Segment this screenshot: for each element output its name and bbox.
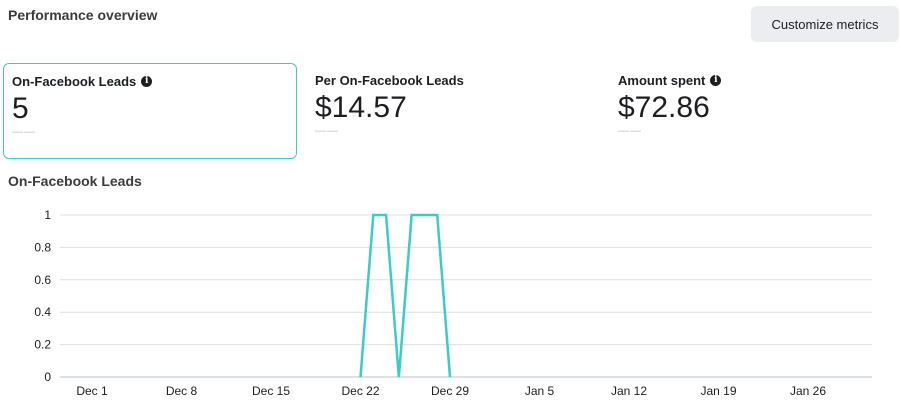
metric-card-on-facebook-leads[interactable]: On-Facebook Leads i 5 ——: [3, 63, 297, 159]
y-tick-label: 0.8: [34, 240, 51, 254]
x-tick-label: Dec 1: [76, 384, 108, 398]
metric-card-amount-spent[interactable]: Amount spent i $72.86 ——: [610, 63, 901, 159]
y-tick-label: 0: [44, 370, 51, 384]
info-icon[interactable]: i: [710, 74, 722, 86]
x-tick-label: Dec 15: [252, 384, 290, 398]
customize-metrics-button[interactable]: Customize metrics: [751, 6, 899, 42]
series-line: [359, 213, 452, 378]
metric-compare: ——: [12, 126, 36, 138]
metric-value: $72.86: [618, 91, 710, 124]
metric-label: On-Facebook Leads: [12, 73, 137, 89]
x-tick-label: Dec 22: [341, 384, 379, 398]
x-tick-label: Jan 12: [611, 384, 647, 398]
x-tick-label: Jan 26: [790, 384, 826, 398]
x-tick-label: Jan 19: [700, 384, 736, 398]
y-tick-label: 0.6: [34, 273, 51, 287]
x-tick-label: Dec 8: [166, 384, 198, 398]
metric-value: 5: [12, 92, 29, 125]
metric-label: Per On-Facebook Leads: [315, 72, 464, 88]
metric-label: Amount spent: [618, 72, 706, 88]
y-tick-label: 1: [44, 208, 51, 222]
metric-card-per-on-facebook-leads[interactable]: Per On-Facebook Leads $14.57 ——: [307, 63, 601, 159]
info-icon[interactable]: i: [141, 75, 153, 87]
metric-compare: ——: [618, 125, 642, 137]
x-tick-label: Jan 5: [525, 384, 555, 398]
metric-value: $14.57: [315, 91, 407, 124]
metric-compare: ——: [315, 125, 339, 137]
y-tick-label: 0.2: [34, 338, 51, 352]
y-tick-label: 0.4: [34, 305, 51, 319]
x-tick-label: Dec 29: [431, 384, 469, 398]
page-title: Performance overview: [8, 7, 158, 23]
chart-title: On-Facebook Leads: [8, 173, 142, 189]
